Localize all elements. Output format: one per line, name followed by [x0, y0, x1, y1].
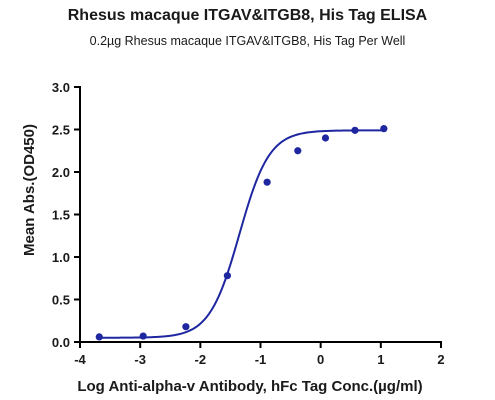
chart-title: Rhesus macaque ITGAV&ITGB8, His Tag ELIS…: [68, 7, 428, 24]
x-tick-label: 1: [377, 352, 384, 367]
x-tick-label: -3: [134, 352, 146, 367]
x-tick-label: -4: [74, 352, 86, 367]
data-points-layer: [95, 125, 388, 341]
chart-subtitle: 0.2µg Rhesus macaque ITGAV&ITGB8, His Ta…: [90, 34, 406, 48]
y-axis-label: Mean Abs.(OD450): [21, 124, 38, 256]
fit-curve-layer: [99, 129, 384, 339]
y-tick-label: 3.0: [52, 80, 70, 95]
x-axis-label: Log Anti-alpha-v Antibody, hFc Tag Conc.…: [77, 378, 422, 395]
y-tick-label: 0.0: [52, 335, 70, 350]
data-point: [294, 147, 302, 155]
data-point: [351, 126, 359, 134]
y-tick-label: 2.5: [52, 123, 70, 138]
x-tick-label: 2: [437, 352, 444, 367]
data-point: [380, 125, 388, 133]
data-point: [321, 134, 330, 142]
y-tick-label: 0.5: [52, 293, 70, 308]
data-point: [139, 332, 147, 340]
y-tick-label: 1.5: [52, 208, 70, 223]
fit-curve: [99, 129, 384, 339]
x-tick-label: -2: [195, 352, 207, 367]
x-tick-label: -1: [255, 352, 267, 367]
data-point: [95, 333, 103, 341]
axes: -4 -3 -2 -1 0 1 2 0.0 0.5 1.0 1.5 2.0 2.5 3.0: [52, 80, 445, 367]
data-point: [223, 272, 232, 280]
x-tick-label: 0: [317, 352, 324, 367]
data-point: [182, 323, 190, 331]
y-tick-label: 1.0: [52, 250, 70, 265]
data-point: [263, 178, 271, 186]
y-tick-label: 2.0: [52, 165, 70, 180]
